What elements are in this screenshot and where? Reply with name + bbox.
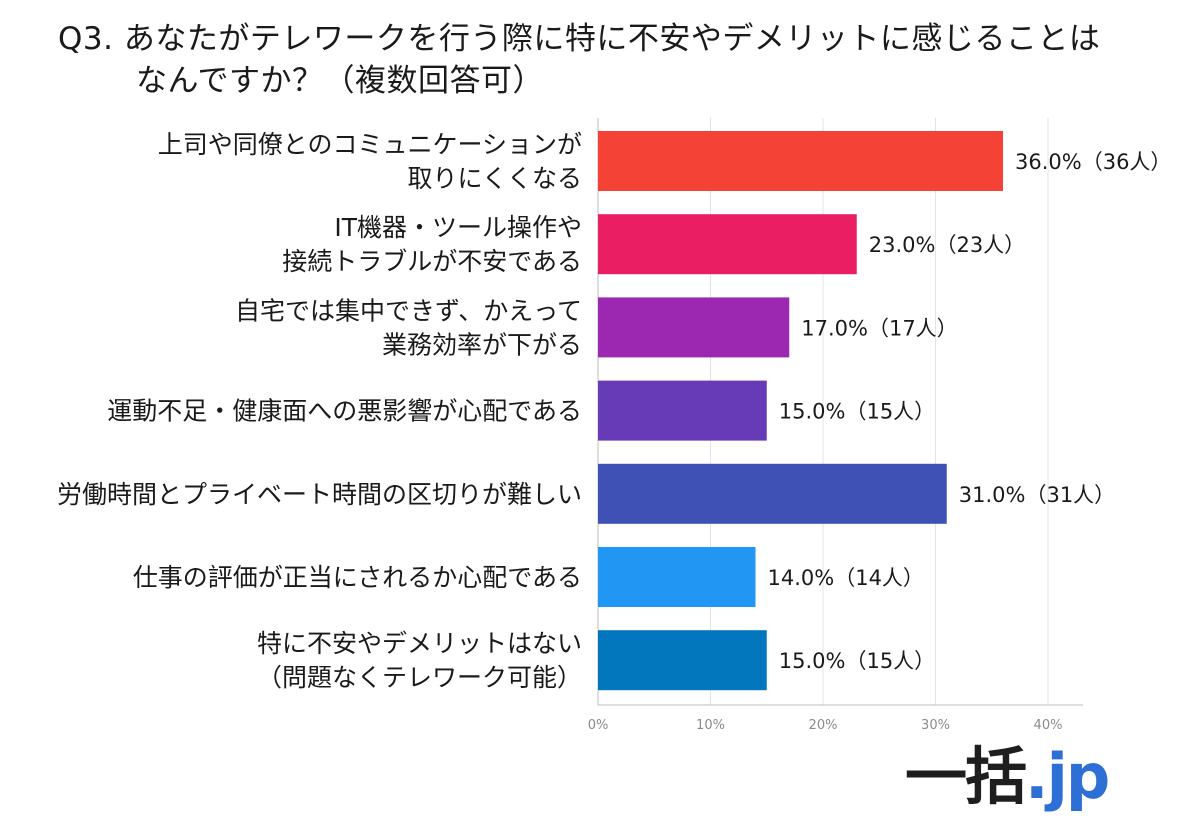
logo-domain-suffix: .jp — [1025, 740, 1110, 813]
bar-data-label: 17.0%（17人） — [801, 316, 957, 340]
logo-main-text: 一括 — [905, 740, 1027, 813]
category-label: 接続トラブルが不安である — [282, 247, 582, 276]
bar-data-label: 23.0%（23人） — [869, 233, 1025, 257]
bar — [598, 380, 767, 441]
category-label: 業務効率が下がる — [382, 330, 582, 359]
bar — [598, 463, 947, 524]
category-label: 運動不足・健康面への悪影響が心配である — [107, 397, 582, 426]
x-tick-label: 30% — [921, 718, 950, 733]
x-tick-label: 10% — [696, 718, 725, 733]
category-label: 仕事の評価が正当にされるか心配である — [133, 563, 582, 592]
category-label: 労働時間とプライベート時間の区切りが難しい — [57, 480, 582, 509]
bar-data-label: 31.0%（31人） — [959, 483, 1115, 507]
chart-title: Q3. あなたがテレワークを行う際に特に不安やデメリットに感じることは なんです… — [58, 18, 1178, 102]
bar-data-label: 15.0%（15人） — [779, 649, 935, 673]
category-label: 自宅では集中できず、かえって — [235, 296, 582, 325]
category-label: IT機器・ツール操作や — [334, 213, 582, 242]
chart-title-line-2: なんですか？（複数回答可） — [136, 63, 544, 99]
category-label: 取りにくくなる — [407, 164, 582, 193]
bar-data-label: 14.0%（14人） — [768, 566, 924, 590]
bar — [598, 214, 857, 275]
x-tick-label: 40% — [1034, 718, 1063, 733]
category-label: （問題なくテレワーク可能） — [257, 663, 582, 692]
x-tick-label: 20% — [809, 718, 838, 733]
chart-title-line-1: Q3. あなたがテレワークを行う際に特に不安やデメリットに感じることは — [58, 21, 1101, 57]
bar — [598, 131, 1003, 191]
x-tick-label: 0% — [588, 718, 609, 733]
bar — [598, 547, 756, 607]
ikkatsu-logo: 一括.jp — [905, 740, 1110, 813]
bar-data-label: 15.0%（15人） — [779, 400, 935, 424]
category-label: 特に不安やデメリットはない — [257, 629, 582, 658]
bar — [598, 630, 767, 691]
bar — [598, 297, 790, 358]
category-label: 上司や同僚とのコミュニケーションが — [158, 130, 582, 159]
bar-data-label: 36.0%（36人） — [1015, 150, 1171, 174]
